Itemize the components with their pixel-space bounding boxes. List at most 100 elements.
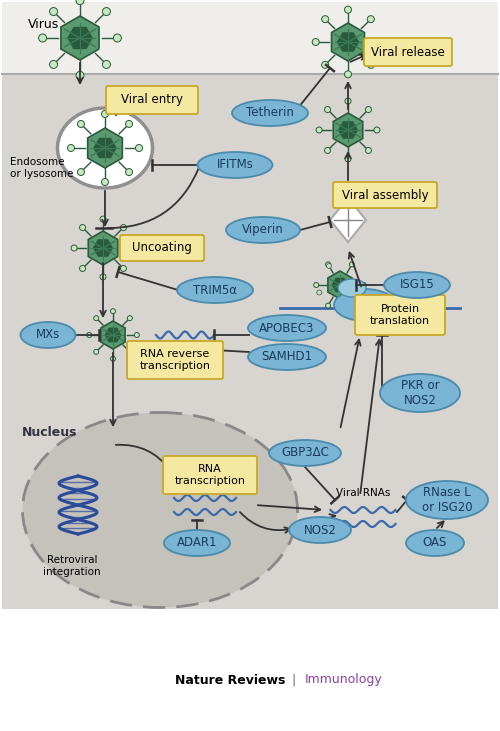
Ellipse shape [226, 217, 300, 243]
Circle shape [102, 61, 110, 69]
Circle shape [94, 316, 98, 321]
Text: ISG15: ISG15 [400, 279, 434, 292]
Text: Protein
translation: Protein translation [370, 304, 430, 326]
Polygon shape [94, 138, 116, 157]
Text: NOS2: NOS2 [304, 523, 336, 537]
Text: Virus: Virus [28, 18, 60, 31]
Circle shape [102, 178, 108, 186]
Circle shape [326, 303, 330, 308]
Circle shape [114, 34, 122, 42]
Circle shape [78, 169, 84, 175]
Circle shape [68, 145, 74, 151]
Text: GBP3ΔC: GBP3ΔC [281, 447, 329, 460]
Polygon shape [68, 28, 92, 48]
Circle shape [374, 127, 380, 133]
Circle shape [50, 7, 58, 15]
Circle shape [316, 127, 322, 133]
Circle shape [126, 169, 132, 175]
Polygon shape [88, 231, 118, 265]
Circle shape [80, 224, 86, 230]
Circle shape [100, 274, 106, 280]
Circle shape [366, 148, 372, 154]
FancyBboxPatch shape [364, 38, 452, 66]
Circle shape [120, 224, 126, 230]
Text: RNA reverse
transcription: RNA reverse transcription [140, 349, 210, 371]
Text: Nucleus: Nucleus [22, 425, 78, 439]
Polygon shape [328, 271, 352, 299]
Text: Nature Reviews: Nature Reviews [174, 673, 285, 686]
Polygon shape [101, 321, 125, 349]
Text: Viral assembly: Viral assembly [342, 189, 428, 202]
Circle shape [338, 305, 342, 309]
FancyBboxPatch shape [2, 2, 498, 74]
FancyBboxPatch shape [127, 341, 223, 379]
Ellipse shape [289, 517, 351, 543]
FancyBboxPatch shape [106, 86, 198, 114]
Ellipse shape [164, 530, 230, 556]
Ellipse shape [338, 279, 366, 297]
Circle shape [350, 303, 354, 308]
Ellipse shape [248, 344, 326, 370]
Text: TRIM5α: TRIM5α [193, 284, 237, 297]
Circle shape [314, 282, 318, 287]
Text: Viral entry: Viral entry [121, 94, 183, 107]
Ellipse shape [198, 152, 272, 178]
Circle shape [324, 148, 330, 154]
Circle shape [326, 262, 330, 267]
Text: OAS: OAS [423, 537, 447, 550]
Circle shape [110, 356, 116, 361]
Circle shape [136, 145, 142, 151]
Text: APOBEC3: APOBEC3 [260, 322, 314, 335]
Text: RNA
transcription: RNA transcription [174, 464, 246, 486]
Circle shape [128, 316, 132, 321]
Circle shape [362, 282, 366, 287]
Ellipse shape [406, 481, 488, 519]
Text: Viral release: Viral release [371, 45, 445, 58]
Circle shape [322, 61, 328, 68]
Ellipse shape [232, 100, 308, 126]
Circle shape [120, 265, 126, 271]
Polygon shape [332, 279, 347, 292]
Polygon shape [338, 33, 358, 51]
Circle shape [126, 121, 132, 127]
Circle shape [345, 98, 351, 104]
Ellipse shape [58, 108, 152, 188]
Circle shape [358, 290, 363, 295]
Text: RNase L
or ISG20: RNase L or ISG20 [422, 486, 472, 514]
Circle shape [324, 107, 330, 113]
Ellipse shape [22, 412, 297, 607]
Circle shape [326, 263, 332, 268]
Text: IFITMs: IFITMs [216, 159, 254, 172]
Polygon shape [330, 198, 366, 242]
Circle shape [345, 156, 351, 162]
Circle shape [317, 290, 322, 295]
FancyBboxPatch shape [333, 182, 437, 208]
Circle shape [102, 110, 108, 118]
Circle shape [94, 349, 98, 355]
Ellipse shape [334, 289, 396, 321]
Polygon shape [338, 122, 357, 138]
Ellipse shape [20, 322, 76, 348]
Circle shape [368, 61, 374, 68]
Circle shape [377, 39, 384, 45]
Text: ADAR1: ADAR1 [177, 537, 217, 550]
Polygon shape [106, 328, 120, 341]
Text: Viral RNAs: Viral RNAs [336, 488, 390, 498]
Polygon shape [61, 16, 99, 60]
Ellipse shape [380, 374, 460, 412]
Circle shape [134, 333, 140, 338]
Circle shape [350, 262, 354, 267]
Circle shape [110, 308, 116, 314]
Circle shape [80, 265, 86, 271]
FancyBboxPatch shape [355, 295, 445, 335]
Text: Uncoating: Uncoating [132, 241, 192, 254]
Polygon shape [332, 23, 364, 61]
Polygon shape [88, 128, 122, 168]
Circle shape [100, 216, 106, 222]
Text: Retroviral
integration: Retroviral integration [43, 555, 101, 577]
Text: Immunology: Immunology [305, 673, 383, 686]
Text: PKR or
NOS2: PKR or NOS2 [400, 379, 440, 407]
Polygon shape [94, 240, 112, 256]
Circle shape [102, 7, 110, 15]
Circle shape [322, 15, 328, 23]
